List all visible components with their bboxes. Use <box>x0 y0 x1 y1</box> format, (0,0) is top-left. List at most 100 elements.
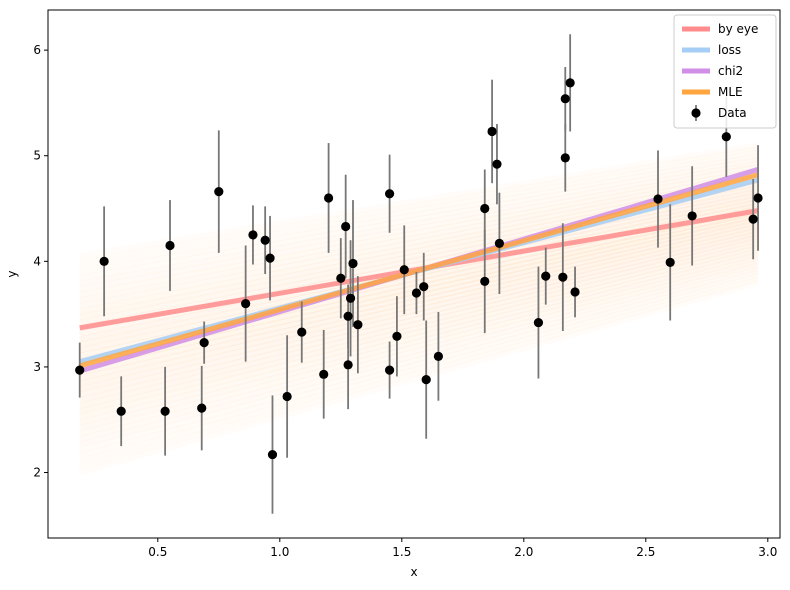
posterior-sample-line <box>79 170 759 304</box>
legend-label: by eye <box>718 22 758 36</box>
posterior-sample-line <box>78 265 759 454</box>
data-point <box>399 265 409 275</box>
posterior-sample-line <box>79 152 759 276</box>
data-point <box>748 214 758 224</box>
data-point <box>560 94 570 104</box>
data-point <box>341 221 351 232</box>
posterior-sample-line <box>78 244 759 420</box>
x-axis-label: x <box>410 565 417 579</box>
data-point <box>319 369 329 379</box>
data-point <box>343 311 353 321</box>
x-tick-label: 1.0 <box>270 545 289 559</box>
x-tick-label: 2.0 <box>514 545 533 559</box>
posterior-sample-line <box>79 226 759 393</box>
data-point <box>494 238 504 248</box>
data-point <box>199 338 209 348</box>
data-point <box>558 272 568 282</box>
data-point <box>160 406 170 416</box>
data-point <box>421 375 431 385</box>
data-point <box>560 153 570 163</box>
y-tick-label: 2 <box>33 466 41 480</box>
x-axis-ticks: 0.5 1.0 1.5 2.0 2.5 3.0 <box>148 538 777 559</box>
data-point <box>687 211 697 221</box>
data-point <box>721 132 731 142</box>
posterior-band <box>78 152 759 459</box>
data-point <box>433 351 443 361</box>
fit-lines <box>79 167 759 374</box>
data-point <box>653 194 663 204</box>
data-point <box>480 203 490 214</box>
data-point <box>753 193 763 203</box>
posterior-sample-line <box>79 223 759 387</box>
data-point <box>411 288 422 298</box>
posterior-sample-line <box>79 173 759 309</box>
posterior-sample-line <box>79 187 759 332</box>
data-point <box>353 320 363 330</box>
posterior-sample-line <box>79 163 759 293</box>
data-point <box>487 126 497 137</box>
data-point <box>533 317 544 328</box>
data-point <box>197 403 207 413</box>
y-tick-label: 4 <box>33 254 41 268</box>
x-tick-label: 0.5 <box>148 545 167 559</box>
data-point <box>267 449 278 460</box>
data-point <box>241 298 251 309</box>
data-point <box>492 159 502 169</box>
y-axis-ticks: 2 3 4 5 6 <box>33 43 48 480</box>
posterior-sample-line <box>78 247 759 426</box>
posterior-sample-line <box>79 156 759 282</box>
data-point <box>480 276 490 286</box>
x-tick-label: 1.5 <box>392 545 411 559</box>
data-point <box>260 235 270 245</box>
x-tick-label: 3.0 <box>758 545 777 559</box>
data-point <box>570 287 580 297</box>
data-point <box>324 193 334 203</box>
y-axis-label: y <box>5 270 19 277</box>
data-point <box>565 78 575 88</box>
y-tick-label: 5 <box>33 149 41 163</box>
legend-swatch <box>691 108 701 118</box>
data-point <box>75 365 85 375</box>
posterior-sample-line <box>79 233 759 404</box>
data-point <box>116 406 126 416</box>
data-point <box>541 271 551 281</box>
data-point <box>336 273 346 283</box>
legend-label: loss <box>718 43 741 57</box>
data-point <box>385 189 395 199</box>
posterior-sample-line <box>79 166 759 298</box>
posterior-sample-line <box>78 251 759 432</box>
plot-frame <box>47 9 781 539</box>
data-point <box>665 257 675 267</box>
legend-label: MLE <box>718 85 743 99</box>
data-point <box>297 327 307 337</box>
data-point <box>419 282 429 292</box>
posterior-sample-line <box>78 254 759 437</box>
data-point <box>385 365 395 375</box>
y-tick-label: 3 <box>33 360 41 374</box>
legend-label: chi2 <box>718 64 743 78</box>
x-tick-label: 2.5 <box>636 545 655 559</box>
data-points <box>75 78 763 460</box>
data-point <box>345 293 356 303</box>
data-point <box>392 331 402 341</box>
posterior-sample-line <box>78 261 759 448</box>
fit-line-mle <box>79 172 759 369</box>
posterior-sample-line <box>79 219 759 382</box>
y-tick-label: 6 <box>33 43 41 57</box>
data-point <box>265 253 275 263</box>
posterior-sample-line <box>79 237 759 409</box>
posterior-sample-line <box>78 240 759 415</box>
legend: by eye loss chi2 MLE Data <box>673 14 777 129</box>
data-point <box>343 360 353 370</box>
posterior-sample-line <box>79 230 759 398</box>
posterior-sample-line <box>79 159 759 287</box>
data-point <box>165 240 175 251</box>
legend-box <box>673 14 777 129</box>
data-point <box>248 230 258 240</box>
data-point <box>214 187 224 197</box>
legend-label: Data <box>718 106 747 120</box>
posterior-sample-line <box>78 258 759 443</box>
data-point <box>348 258 358 269</box>
data-point <box>99 256 109 266</box>
posterior-sample-line <box>78 268 759 459</box>
